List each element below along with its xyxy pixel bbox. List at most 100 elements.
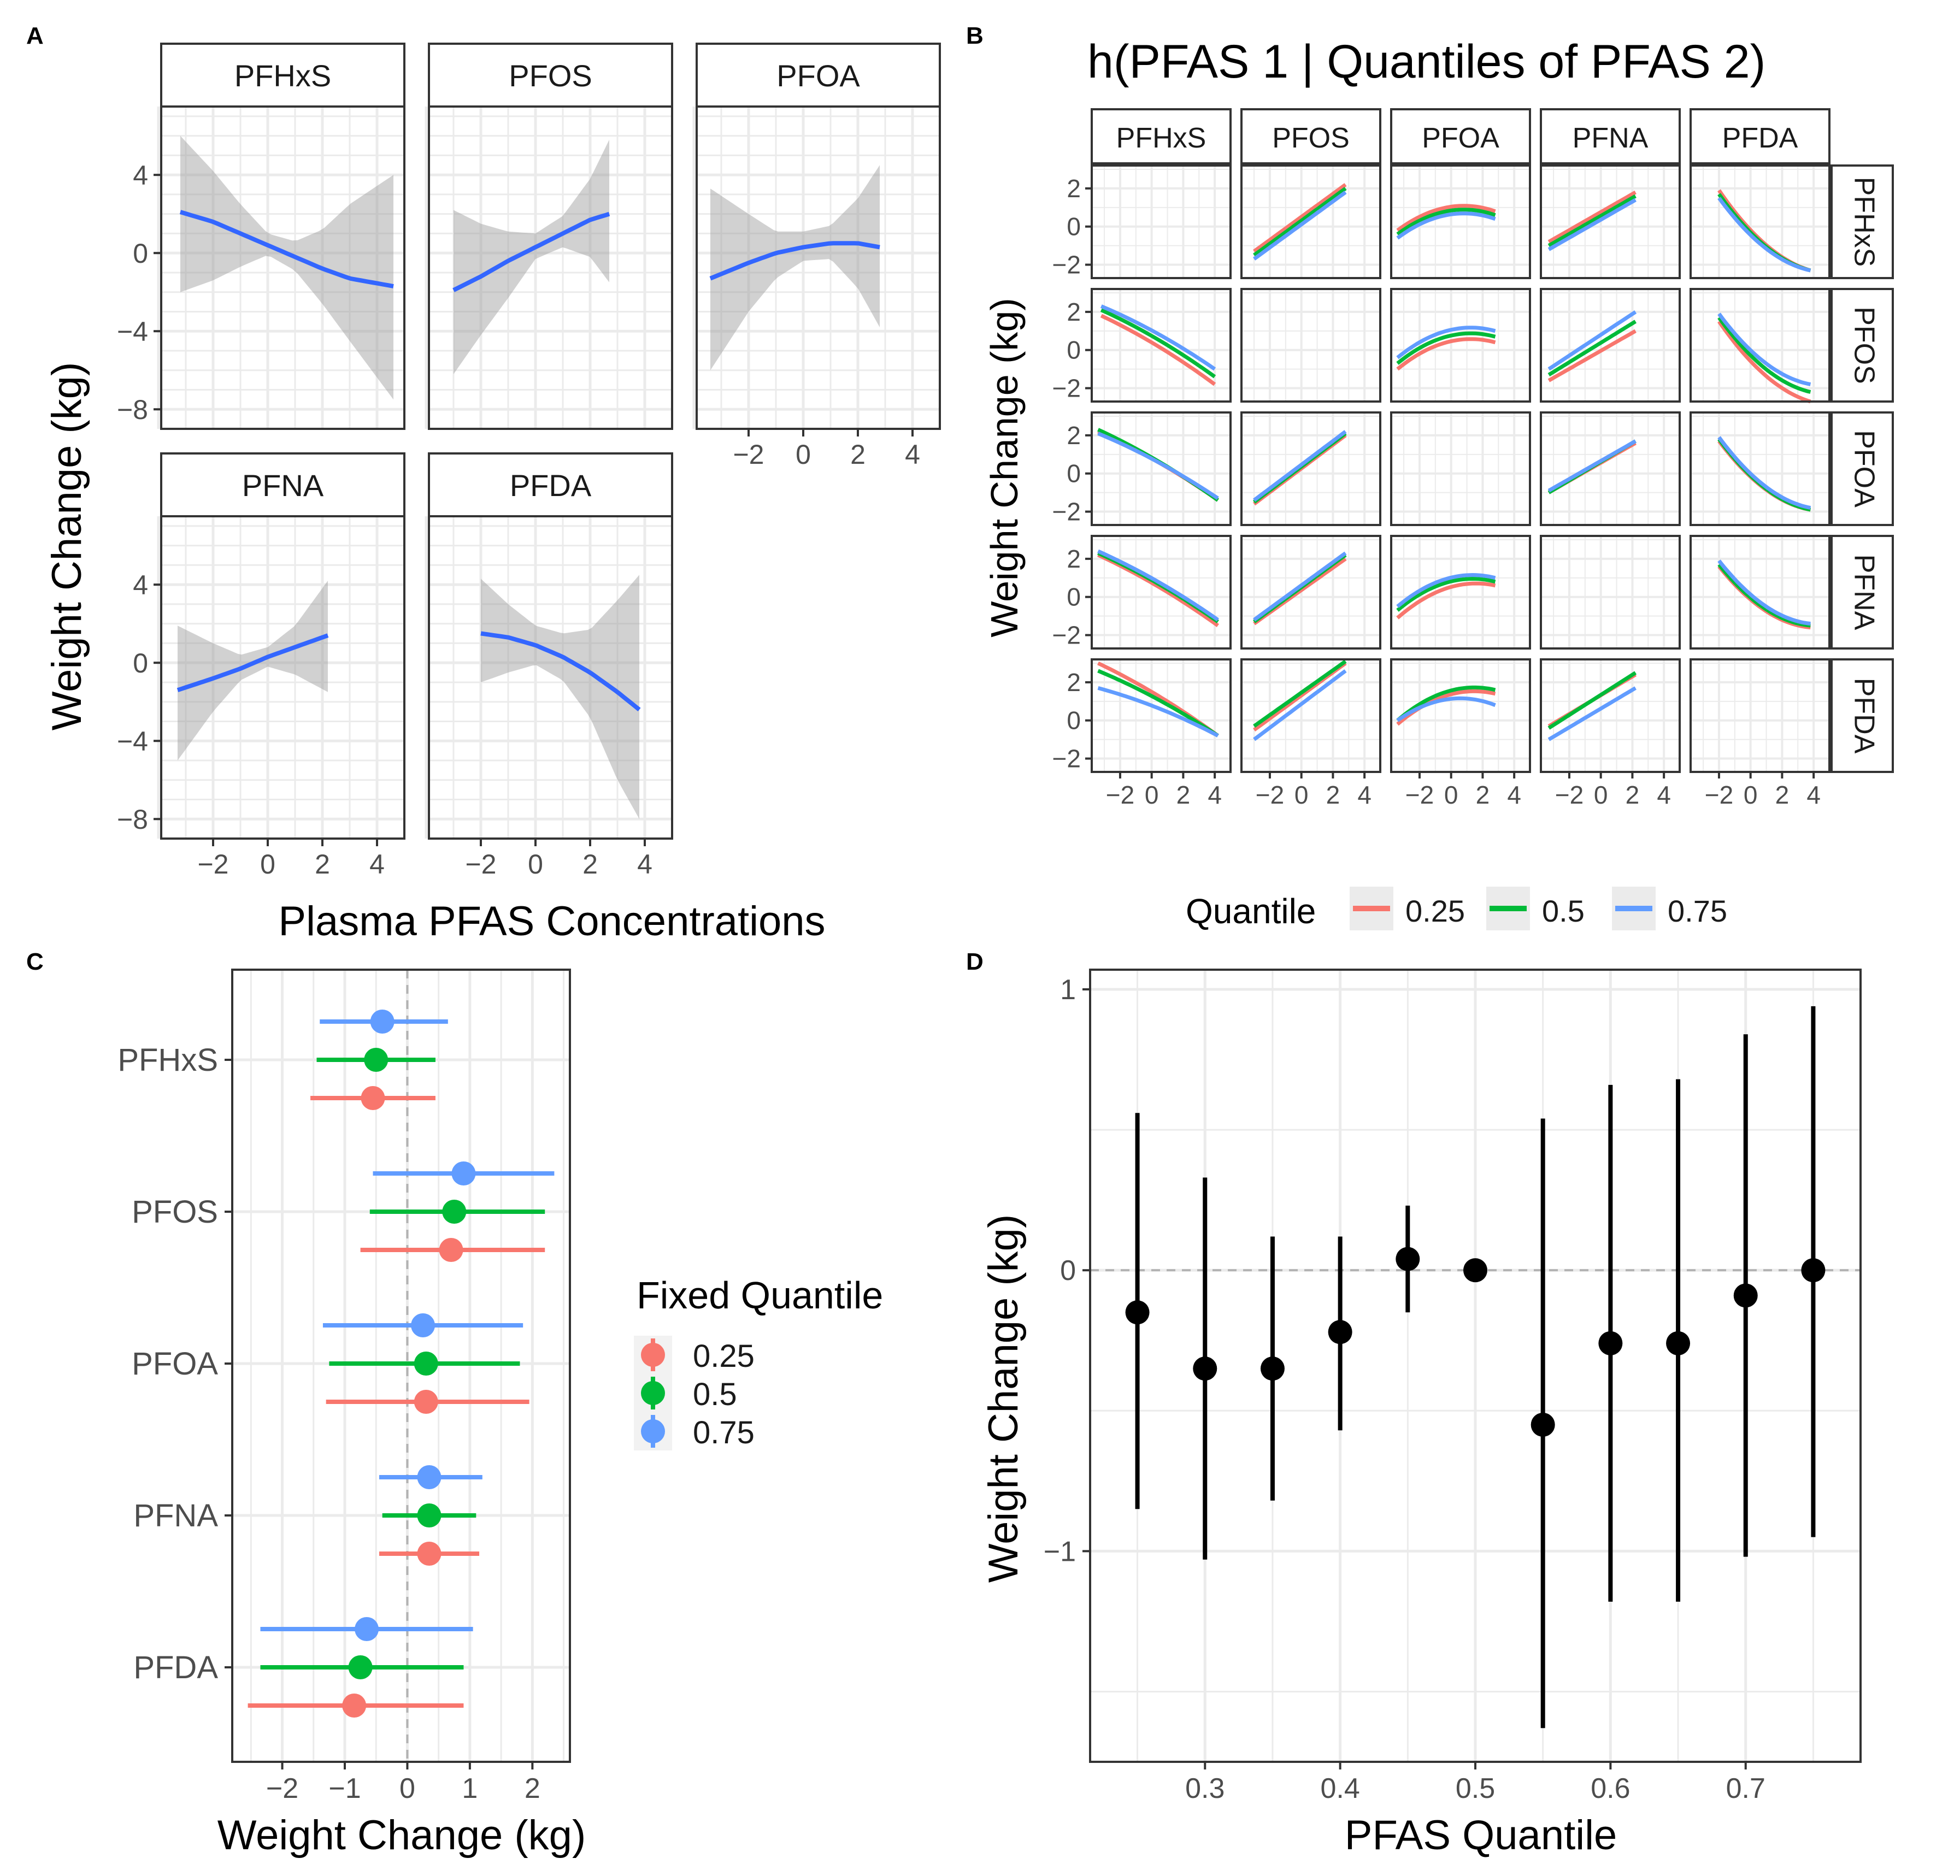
panel-b-cell-bg — [1691, 536, 1829, 648]
panel-a-ytick-label: −4 — [117, 316, 148, 347]
panel-b-curve-q75 — [1097, 686, 1219, 738]
panel-a-pfoa-ribbon — [710, 165, 880, 370]
panel-label-d: D — [966, 948, 984, 975]
panel-a-xtick-label: −2 — [465, 849, 496, 880]
panel-b-xtick-label: 0 — [1594, 781, 1608, 809]
panel-b-cell-frame — [1091, 164, 1232, 279]
panel-c-point-0.5 — [414, 1352, 438, 1376]
panel-b-xtick-label: 4 — [1507, 781, 1521, 809]
panel-a-ytick-label: −8 — [117, 394, 148, 425]
panel-b-curve-q75 — [1097, 549, 1219, 622]
panel-a-ytick-label: 4 — [133, 570, 148, 600]
panel-b-xtick-label: −2 — [1106, 781, 1134, 809]
panel-b-curve-q75 — [1717, 559, 1811, 626]
panel-a-ytick-label: −4 — [117, 726, 148, 757]
panel-d-xlabel: PFAS Quantile — [1345, 1812, 1617, 1859]
panel-b-row-strip-label: PFDA — [1848, 678, 1880, 754]
panel-b-curve-q75 — [1547, 686, 1637, 741]
panel-b-curve-q75 — [1396, 696, 1496, 722]
panel-label-c: C — [26, 948, 44, 975]
panel-b-curve-q50 — [1547, 671, 1637, 730]
panel-b-row-strip — [1830, 658, 1894, 773]
panel-a-pfda-frame — [428, 515, 673, 840]
panel-b-cell-bg — [1691, 659, 1829, 772]
panel-a-ylabel: Weight Change (kg) — [44, 362, 90, 731]
panel-b-cell-frame — [1390, 658, 1531, 773]
panel-b-curve-q50 — [1547, 194, 1637, 247]
panel-d-point — [1260, 1356, 1285, 1381]
panel-b-row-strip — [1830, 535, 1894, 650]
legend-c-label-3: 0.75 — [693, 1415, 755, 1450]
panel-b-cell-bg — [1092, 412, 1231, 525]
panel-c-point-0.75 — [451, 1161, 476, 1185]
panel-label-a: A — [26, 22, 44, 49]
panel-b-cell-bg — [1241, 166, 1380, 278]
panel-b-ytick-label: −2 — [1052, 374, 1081, 403]
panel-c-ytick-label: PFDA — [133, 1650, 218, 1685]
panel-d-ytick-label: −1 — [1044, 1536, 1076, 1567]
panel-a: PFHxS 4 0 −4 −8 PFOS PFOA −2 0 2 4 PFNA 4 0 −4 −8 −2 0 2 4 P… — [117, 43, 941, 880]
panel-b-ytick-label: 2 — [1067, 421, 1081, 450]
panel-b-curve-q50 — [1547, 320, 1637, 377]
panel-a-xtick-label: −2 — [197, 849, 228, 880]
panel-a-xtick-label: 4 — [637, 849, 652, 880]
panel-b-ytick-label: 2 — [1067, 174, 1081, 203]
legend-c-key-3 — [641, 1419, 665, 1443]
panel-b-cell-frame — [1240, 411, 1381, 526]
panel-d-point — [1125, 1300, 1150, 1325]
panel-b-cell-frame — [1091, 658, 1232, 773]
panel-c-point-0.25 — [417, 1542, 442, 1566]
panel-b-cell-frame — [1091, 411, 1232, 526]
panel-c-point-0.25 — [361, 1086, 385, 1110]
panel-c: PFHxS PFOS PFOA PFNA PFDA −2 −1 0 1 2 — [117, 969, 571, 1804]
panel-b-curve-q50 — [1396, 208, 1496, 236]
panel-b-ytick-label: −2 — [1052, 621, 1081, 650]
panel-b-ytick-label: 0 — [1067, 336, 1081, 364]
panel-d-ytick-label: 1 — [1060, 974, 1076, 1006]
legend-c-key-1 — [641, 1343, 665, 1367]
legend-c-label-1: 0.25 — [693, 1338, 755, 1374]
panel-b-cell-frame — [1240, 535, 1381, 650]
panel-b-row-strip — [1830, 288, 1894, 403]
panel-a-pfna-frame — [160, 515, 405, 840]
panel-d-xtick-label: 0.6 — [1591, 1773, 1630, 1804]
panel-b-xtick-label: 0 — [1294, 781, 1309, 809]
panel-b-row-strip — [1830, 411, 1894, 526]
panel-b-curve-q50 — [1100, 308, 1216, 379]
panel-b-xtick-label: 4 — [1657, 781, 1671, 809]
panel-b-cell-bg — [1092, 166, 1231, 278]
panel-a-pfda-line — [480, 631, 641, 712]
panel-b-curve-q75 — [1097, 432, 1219, 500]
panel-d-point — [1598, 1331, 1623, 1355]
panel-b-cell-frame — [1240, 164, 1381, 279]
panel-a-pfhxs-strip-label: PFHxS — [234, 58, 331, 93]
panel-b-curve-q25 — [1547, 190, 1637, 244]
panel-b: PFHxS PFOS PFOA PFNA PFDA PFHxS PFOS PFOA PFNA PF… — [1052, 108, 1894, 809]
panel-b-col-strip — [1690, 108, 1830, 164]
panel-b-curve-q50 — [1717, 563, 1811, 628]
panel-b-ytick-label: 2 — [1067, 298, 1081, 326]
panel-b-row-strip-label: PFNA — [1848, 554, 1880, 630]
panel-b-cell-frame — [1690, 535, 1830, 650]
panel-b-xtick-label: 2 — [1326, 781, 1340, 809]
panel-b-cell-bg — [1241, 412, 1380, 525]
panel-b-curve-q25 — [1253, 183, 1347, 253]
panel-a-pfna-ribbon — [178, 581, 328, 760]
panel-c-ytick-label: PFNA — [133, 1498, 218, 1533]
panel-c-xtick-label: −2 — [266, 1773, 298, 1804]
panel-b-curve-q25 — [1717, 320, 1811, 404]
panel-a-pfna-line — [176, 633, 329, 693]
panel-b-row-strip-label: PFOA — [1848, 430, 1880, 508]
panel-d-xtick-label: 0.4 — [1320, 1773, 1359, 1804]
legend-b-label-2: 0.5 — [1542, 894, 1585, 928]
panel-a-ytick-label: 0 — [133, 648, 148, 679]
panel-c-xtick-label: −1 — [328, 1773, 361, 1804]
panel-a-ytick-label: 4 — [133, 160, 148, 191]
panel-b-curve-q75 — [1396, 573, 1496, 608]
panel-b-curve-q75 — [1253, 191, 1347, 261]
panel-b-cell-bg — [1541, 659, 1680, 772]
panel-d-ytick-label: 0 — [1060, 1255, 1076, 1287]
panel-b-col-strip — [1240, 108, 1381, 164]
panel-a-xtick-label: 2 — [582, 849, 598, 880]
